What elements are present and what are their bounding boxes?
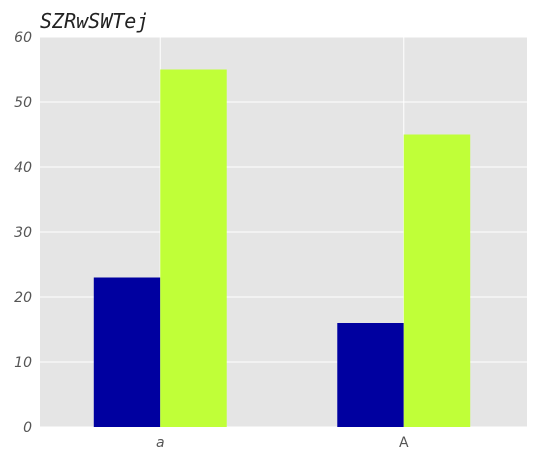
y-tick-label-1: 10: [14, 355, 32, 371]
x-tick-label-0: a: [156, 435, 165, 451]
y-tick-label-3: 30: [14, 225, 32, 241]
y-tick-label-2: 20: [14, 290, 32, 306]
bar-series1-a: [93, 277, 161, 427]
y-axis-ticks: 0 10 20 30 40 50 60: [14, 30, 32, 436]
bars: [93, 69, 471, 427]
x-tick-label-1: A: [399, 435, 409, 451]
y-tick-label-6: 60: [14, 30, 32, 46]
bar-series2-a: [160, 69, 227, 427]
y-tick-label-4: 40: [14, 160, 32, 176]
y-tick-label-5: 50: [14, 95, 32, 111]
bar-series1-A: [337, 323, 404, 427]
bar-series2-A: [403, 134, 471, 427]
y-tick-label-0: 0: [23, 420, 32, 436]
chart-title: SZRwSWTej: [40, 9, 148, 33]
